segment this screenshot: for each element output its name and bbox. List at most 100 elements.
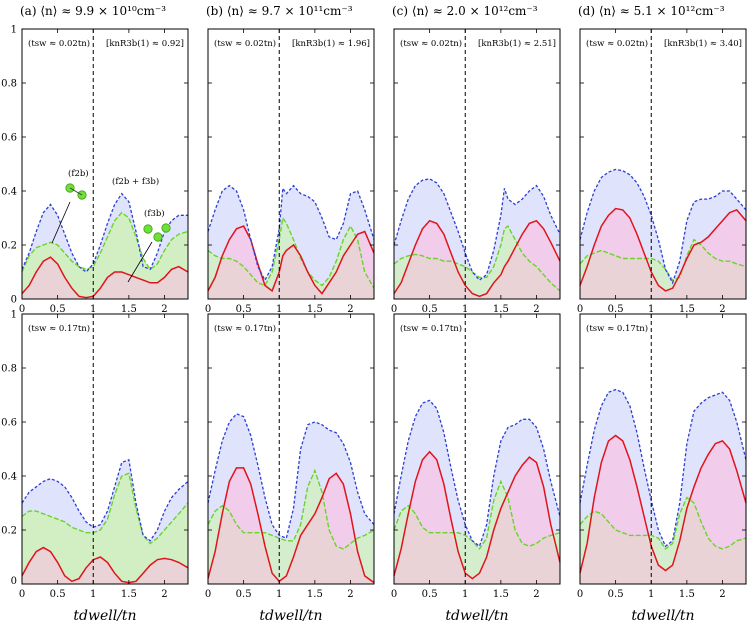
total-area xyxy=(580,169,746,291)
f2b-area xyxy=(22,473,188,584)
total-series-line xyxy=(207,413,375,539)
total-area xyxy=(208,413,374,583)
y-tick-label: 0.2 xyxy=(1,241,17,252)
x-tick-label: 0.5 xyxy=(608,589,624,600)
subplot-3-1: 0 0.5 1 1.5 2 (tsw ≈ 0.17tn) xyxy=(577,313,747,600)
y-tick-label: 0.4 xyxy=(1,187,17,198)
panel-title: (a) ⟨n⟩ ≈ 9.9 × 10¹⁰cm⁻³ xyxy=(20,4,166,18)
x-tick-label: 1.5 xyxy=(307,304,323,315)
overlap-area xyxy=(208,497,374,584)
y-tick-label: 0.6 xyxy=(1,418,17,429)
tsw-annotation: (tsw ≈ 0.17tn) xyxy=(586,323,648,334)
f3b-pointer xyxy=(127,241,153,283)
f2b-series-line xyxy=(579,496,747,550)
total-series-line xyxy=(21,458,189,542)
f3b-series-line xyxy=(579,434,747,574)
subplot-1-0: 0 0.5 1 1.5 2 (tsw ≈ 0.02tn) [knR3b(1) ≈ 1.96] xyxy=(205,28,375,315)
x-tick-label: 0.5 xyxy=(236,589,252,600)
x-tick-label: 1.5 xyxy=(679,304,695,315)
tsw-annotation: (tsw ≈ 0.02tn) xyxy=(28,38,90,49)
x-axis-label: tdwell/tn xyxy=(631,608,694,624)
x-tick-label: 1.5 xyxy=(121,304,137,315)
x-tick-label: 0.5 xyxy=(422,589,438,600)
f3b-molecule-icon xyxy=(143,224,153,234)
y-tick-label: 0 xyxy=(11,576,17,587)
tsw-annotation: (tsw ≈ 0.17tn) xyxy=(214,323,276,334)
f2b-series-line xyxy=(207,468,375,550)
plot-frame xyxy=(393,313,561,585)
overlap-area xyxy=(580,245,746,299)
panel-2: (c) ⟨n⟩ ≈ 2.0 × 10¹²cm⁻³ 0 0.5 1 1.5 2 (tsw ≈ … xyxy=(391,4,561,624)
tsw-annotation: (tsw ≈ 0.02tn) xyxy=(214,38,276,49)
f3b-series-line xyxy=(21,256,189,299)
tsw-annotation: (tsw ≈ 0.02tn) xyxy=(400,38,462,49)
x-tick-label: 0.5 xyxy=(608,304,624,315)
x-tick-label: 1.5 xyxy=(493,589,509,600)
total-series-line xyxy=(393,178,561,281)
overlap-area xyxy=(394,497,560,584)
plot-frame xyxy=(207,28,375,300)
x-tick-label: 0 xyxy=(205,304,211,315)
f3b-series-line xyxy=(207,225,375,295)
x-tick-label: 1 xyxy=(648,304,654,315)
y-tick-label: 1 xyxy=(11,25,17,36)
x-axis-label: tdwell/tn xyxy=(445,608,508,624)
plot-frame xyxy=(579,28,747,300)
x-tick-label: 0 xyxy=(205,589,211,600)
total-series-line xyxy=(207,184,375,282)
y-tick-label: 0.8 xyxy=(1,364,17,375)
f3b-series-line xyxy=(393,219,561,298)
subplot-1-1: 0 0.5 1 1.5 2 (tsw ≈ 0.17tn) xyxy=(205,313,375,600)
total-series-line xyxy=(21,192,188,273)
x-tick-label: 2 xyxy=(161,304,167,315)
x-tick-label: 1 xyxy=(90,304,96,315)
f3b-molecule-icon xyxy=(153,232,163,242)
f3b-label: (f3b) xyxy=(144,208,165,219)
plot-frame xyxy=(579,313,747,585)
total-area xyxy=(394,178,560,297)
x-tick-label: 2 xyxy=(347,589,353,600)
f3b-series-line xyxy=(207,467,375,584)
panel-0: (a) ⟨n⟩ ≈ 9.9 × 10¹⁰cm⁻³ 0 0.5 1 1.5 2 0 0.2 0.4… xyxy=(1,4,189,624)
tsw-annotation: (tsw ≈ 0.17tn) xyxy=(28,323,90,334)
x-tick-label: 1 xyxy=(90,589,96,600)
plot-frame xyxy=(21,28,189,300)
x-tick-label: 0 xyxy=(19,589,25,600)
x-axis-label: tdwell/tn xyxy=(73,608,136,624)
x-tick-label: 0.5 xyxy=(236,304,252,315)
y-tick-label: 1 xyxy=(11,310,17,321)
kR-annotation: [knR3b(1) ≈ 1.96] xyxy=(292,38,370,49)
kR-annotation: [knR3b(1) ≈ 3.40] xyxy=(664,38,742,49)
kR-annotation: [knR3b(1) ≈ 2.51] xyxy=(478,38,556,49)
x-tick-label: 0.5 xyxy=(422,304,438,315)
total-series-line xyxy=(393,399,561,548)
x-tick-label: 1 xyxy=(462,589,468,600)
x-tick-label: 2 xyxy=(347,304,353,315)
tsw-annotation: (tsw ≈ 0.17tn) xyxy=(400,323,462,334)
f3b-series-line xyxy=(21,546,189,584)
plot-frame xyxy=(393,28,561,300)
x-tick-label: 0 xyxy=(391,589,397,600)
f2b-series-line xyxy=(21,211,189,273)
f2b-pointer xyxy=(51,201,71,244)
x-tick-label: 1 xyxy=(276,304,282,315)
x-tick-label: 0 xyxy=(577,589,583,600)
y-tick-label: 0 xyxy=(11,295,17,306)
overlap-area xyxy=(22,257,188,299)
x-axis-label: tdwell/tn xyxy=(259,608,322,624)
panel-title: (c) ⟨n⟩ ≈ 2.0 × 10¹²cm⁻³ xyxy=(392,4,538,18)
subplot-3-0: 0 0.5 1 1.5 2 (tsw ≈ 0.02tn) [knR3b(1) ≈ 3.40] xyxy=(577,28,747,315)
x-tick-label: 0 xyxy=(577,304,583,315)
panel-title: (b) ⟨n⟩ ≈ 9.7 × 10¹¹cm⁻³ xyxy=(206,4,353,18)
f2b-series-line xyxy=(393,225,561,292)
f2b-f3b-label: (f2b + f3b) xyxy=(112,176,159,187)
x-tick-label: 1 xyxy=(462,304,468,315)
x-tick-label: 0.5 xyxy=(50,304,66,315)
f2b-molecule-bond xyxy=(69,187,83,196)
f3b-series-line xyxy=(393,450,561,580)
subplot-2-1: 0 0.5 1 1.5 2 (tsw ≈ 0.17tn) xyxy=(391,313,561,600)
f2b-series-line xyxy=(579,238,747,281)
x-tick-label: 1.5 xyxy=(307,589,323,600)
f3b-series-line xyxy=(579,207,747,292)
